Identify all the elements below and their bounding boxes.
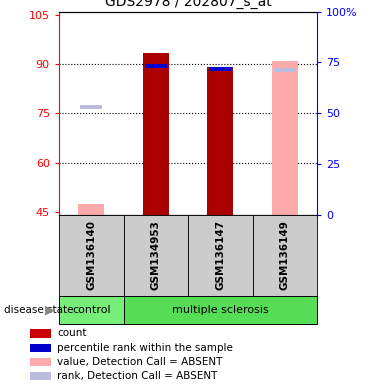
Text: ▶: ▶ [45, 304, 54, 316]
Text: GSM136147: GSM136147 [215, 220, 225, 290]
Bar [145, 65, 167, 68]
FancyBboxPatch shape [124, 215, 188, 296]
Text: control: control [72, 305, 111, 315]
Bar [80, 105, 102, 109]
FancyBboxPatch shape [59, 215, 124, 296]
Text: percentile rank within the sample: percentile rank within the sample [57, 343, 233, 353]
Bar [30, 329, 51, 338]
Bar [78, 204, 104, 215]
FancyBboxPatch shape [188, 215, 253, 296]
FancyBboxPatch shape [59, 296, 124, 324]
Title: GDS2978 / 202807_s_at: GDS2978 / 202807_s_at [105, 0, 271, 9]
Text: rank, Detection Call = ABSENT: rank, Detection Call = ABSENT [57, 371, 217, 381]
Text: GSM136149: GSM136149 [280, 220, 290, 290]
Text: count: count [57, 328, 87, 338]
Bar [274, 68, 296, 71]
Text: multiple sclerosis: multiple sclerosis [172, 305, 269, 315]
Text: GSM134953: GSM134953 [151, 220, 161, 290]
Text: value, Detection Call = ABSENT: value, Detection Call = ABSENT [57, 357, 222, 367]
Bar [207, 67, 233, 215]
FancyBboxPatch shape [253, 215, 317, 296]
FancyBboxPatch shape [124, 296, 317, 324]
Text: GSM136140: GSM136140 [86, 220, 96, 290]
Bar [209, 67, 231, 71]
Bar [30, 372, 51, 381]
Bar [30, 344, 51, 352]
Bar [143, 53, 169, 215]
Bar [30, 358, 51, 366]
Bar [272, 61, 298, 215]
Text: disease state: disease state [4, 305, 73, 315]
